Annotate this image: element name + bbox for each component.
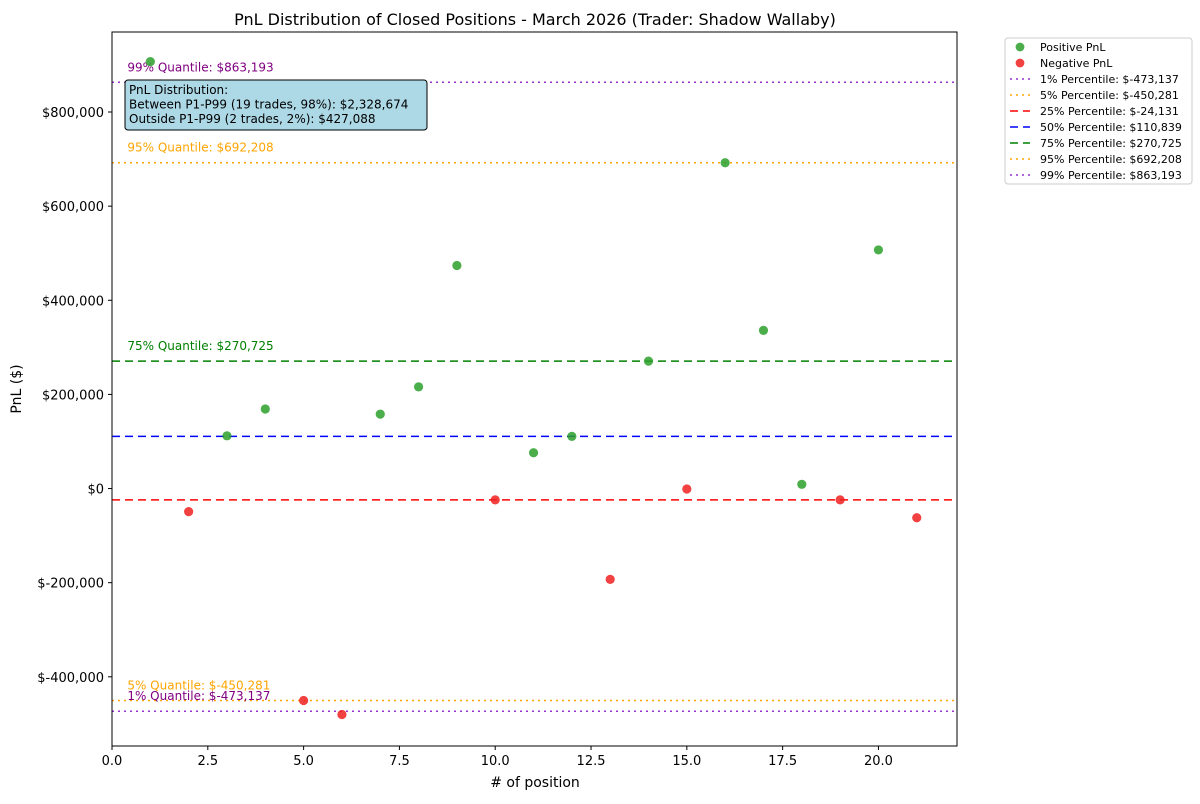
positive-pnl-point-4 [413,382,424,392]
info-box-line-1: Between P1-P99 (19 trades, 98%): $2,328,… [129,98,408,112]
legend-box [1004,37,1193,185]
x-tick-label-0: 0.0 [102,754,123,769]
y-tick-label-1: $-200,000 [37,577,104,592]
negative-pnl-point-0 [184,507,194,517]
y-tick-label-5: $600,000 [42,200,104,215]
x-axis-label: # of position [490,775,580,791]
negative-pnl-point-3 [490,495,500,505]
positive-pnl-point-3 [375,409,385,419]
info-box-line-2: Outside P1-P99 (2 trades, 2%): $427,088 [129,112,376,126]
y-tick-label-3: $200,000 [42,388,104,403]
x-tick-label-5: 12.5 [577,754,606,769]
legend-marker-0 [1015,42,1025,52]
y-tick-label-0: $-400,000 [37,671,104,686]
quantile-annotation-0: 1% Quantile: $-473,137 [127,689,270,703]
positive-pnl-point-8 [643,356,654,366]
positive-pnl-point-0 [145,57,155,67]
y-axis-label: PnL ($) [9,364,25,413]
positive-pnl-point-2 [260,404,270,414]
plot-frame [111,31,958,747]
negative-pnl-point-4 [605,574,615,584]
positive-pnl-point-11 [797,479,807,489]
x-tick-label-2: 5.0 [293,754,314,769]
info-box-line-0: PnL Distribution: [129,83,228,97]
info-box: PnL Distribution:Between P1-P99 (19 trad… [124,79,428,131]
positive-pnl-point-12 [873,245,884,255]
x-tick-label-8: 20.0 [864,754,893,769]
negative-pnl-point-2 [337,709,347,720]
negative-pnl-point-7 [912,513,922,523]
data-points [145,57,922,720]
x-tick-label-1: 2.5 [197,754,218,769]
legend-percentile-label-1: 5% Percentile: $-450,281 [1040,89,1179,102]
legend-percentile-label-0: 1% Percentile: $-473,137 [1040,73,1179,86]
x-tick-label-7: 17.5 [768,754,797,769]
positive-pnl-point-6 [528,448,539,458]
quantile-annotation-6: 99% Quantile: $863,193 [127,60,273,74]
legend-label-1: Negative PnL [1040,57,1113,70]
positive-pnl-point-5 [452,260,462,271]
quantile-annotation-4: 75% Quantile: $270,725 [127,339,273,353]
x-axis: 0.0 2.5 5.0 7.5 10.0 12.5 15.0 17.5 20.0 [102,746,893,769]
negative-pnl-point-5 [682,484,692,494]
legend-percentile-label-6: 99% Percentile: $863,193 [1040,169,1182,182]
positive-pnl-point-10 [758,325,769,336]
percentile-lines [112,81,957,712]
negative-pnl-point-1 [299,695,309,706]
legend-percentile-label-2: 25% Percentile: $-24,131 [1040,105,1179,118]
legend-percentile-label-5: 95% Percentile: $692,208 [1040,153,1182,166]
y-tick-label-2: $0 [87,483,104,498]
legend-percentile-label-4: 75% Percentile: $270,725 [1040,137,1182,150]
chart-title: PnL Distribution of Closed Positions - M… [234,10,836,29]
x-tick-label-3: 7.5 [389,754,410,769]
positive-pnl-point-9 [720,158,730,168]
legend-label-0: Positive PnL [1040,41,1106,54]
quantile-annotation-5: 95% Quantile: $692,208 [127,141,273,155]
positive-pnl-point-7 [567,431,577,441]
legend-marker-1 [1015,58,1025,68]
x-tick-label-6: 15.0 [672,754,701,769]
y-tick-label-6: $800,000 [42,106,104,121]
y-tick-label-4: $400,000 [42,294,104,309]
quantile-annotation-1: 5% Quantile: $-450,281 [127,678,270,692]
x-tick-label-4: 10.0 [481,754,510,769]
positive-pnl-point-1 [222,431,232,441]
legend-percentile-label-3: 50% Percentile: $110,839 [1040,121,1182,134]
negative-pnl-point-6 [835,495,845,505]
info-box-background [124,79,428,131]
legend: Positive PnL Negative PnL 1% Percentile: $… [1004,37,1193,185]
y-axis: $-400,000 $-200,000 $0 $200,000 $400,000 $600… [37,106,112,686]
